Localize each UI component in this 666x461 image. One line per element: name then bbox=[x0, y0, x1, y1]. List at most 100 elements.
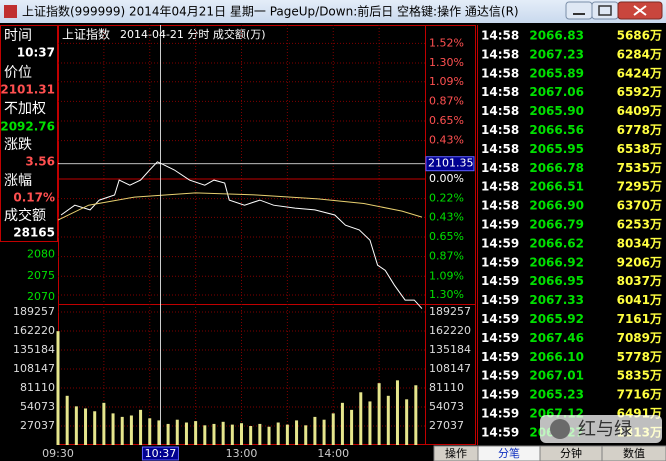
tick-time: 14:59 bbox=[481, 312, 519, 326]
volume-bar bbox=[84, 408, 88, 445]
volume-bar bbox=[359, 392, 363, 445]
chart-title: 上证指数 bbox=[62, 27, 110, 42]
tick-time: 14:58 bbox=[481, 47, 519, 61]
crosshair-y-box bbox=[425, 156, 475, 172]
volume-bar bbox=[295, 420, 299, 445]
volume-bar bbox=[276, 422, 280, 445]
tick-price: 2065.90 bbox=[529, 104, 584, 118]
tick-time: 14:59 bbox=[481, 350, 519, 364]
x-tick-label: 14:00 bbox=[317, 447, 349, 460]
tab-label[interactable]: 分钟 bbox=[560, 446, 582, 460]
volume-bar bbox=[74, 406, 78, 445]
info-label: 涨跌 bbox=[4, 137, 32, 153]
info-label: 时间 bbox=[4, 28, 32, 44]
volume-bar bbox=[93, 411, 97, 445]
crosshair-y-label: 2101.35 bbox=[428, 157, 474, 170]
tick-price: 2065.23 bbox=[529, 388, 584, 402]
title-bar bbox=[0, 0, 666, 23]
volume-bar bbox=[56, 331, 60, 445]
volume-bar bbox=[313, 416, 317, 445]
y-tick-label: 2075 bbox=[27, 269, 55, 282]
x-tick-label: 13:00 bbox=[226, 447, 258, 460]
minimize-button[interactable] bbox=[565, 1, 593, 20]
tick-price: 2066.62 bbox=[529, 236, 584, 250]
volume-bar bbox=[368, 401, 372, 445]
volume-bar bbox=[340, 402, 344, 445]
x-tick-label: 09:30 bbox=[42, 447, 74, 460]
tick-time: 14:59 bbox=[481, 274, 519, 288]
watermark-icon bbox=[550, 419, 570, 439]
volume-bar bbox=[350, 409, 354, 445]
volume-tick-label: 108147 bbox=[13, 362, 55, 375]
volume-tick-label: 108147 bbox=[429, 362, 471, 375]
tick-volume: 6592万 bbox=[617, 85, 662, 99]
info-value: 2092.76 bbox=[0, 120, 55, 134]
y2-tick-label: 1.30% bbox=[429, 56, 464, 69]
volume-tick-label: 27037 bbox=[429, 419, 464, 432]
crosshair-x-box bbox=[141, 446, 179, 461]
tick-time: 14:58 bbox=[481, 199, 519, 213]
tick-price: 2065.92 bbox=[529, 312, 584, 326]
tab-label[interactable]: 数值 bbox=[623, 447, 645, 460]
volume-tick-label: 27037 bbox=[20, 419, 55, 432]
info-value: 28165 bbox=[13, 226, 55, 240]
y2-tick-label: 0.87% bbox=[429, 94, 464, 107]
volume-tick-label: 54073 bbox=[429, 400, 464, 413]
volume-bar bbox=[414, 385, 418, 445]
tick-price: 2066.10 bbox=[529, 350, 584, 364]
info-value: 0.17% bbox=[13, 191, 55, 205]
y-tick-label: 2080 bbox=[27, 248, 55, 261]
close-glyph bbox=[633, 5, 647, 16]
tick-volume: 8034万 bbox=[617, 236, 662, 250]
volume-bar bbox=[148, 418, 152, 445]
tick-volume: 6424万 bbox=[617, 66, 662, 80]
info-label: 不加权 bbox=[4, 101, 46, 117]
volume-bar bbox=[65, 395, 69, 445]
volume-bar bbox=[102, 402, 106, 445]
volume-bar bbox=[111, 413, 115, 445]
info-label: 成交额 bbox=[4, 207, 46, 224]
tab-label[interactable]: 分笔 bbox=[498, 446, 520, 460]
tick-time: 14:59 bbox=[481, 407, 519, 421]
info-panel-frame bbox=[0, 25, 58, 242]
y2-tick-label: 1.52% bbox=[429, 36, 464, 49]
tick-price: 2066.51 bbox=[529, 180, 584, 194]
chart-frame bbox=[58, 25, 476, 445]
tab-label[interactable]: 操作 bbox=[445, 446, 467, 460]
tick-price: 2065.95 bbox=[529, 142, 584, 156]
y2-tick-label: 1.09% bbox=[429, 75, 464, 88]
tick-volume: 6538万 bbox=[617, 142, 662, 156]
volume-bar bbox=[377, 383, 381, 445]
tick-volume: 6778万 bbox=[617, 123, 662, 137]
window-title: 上证指数(999999) 2014年04月21日 星期一 PageUp/Down… bbox=[22, 4, 519, 19]
volume-tick-label: 162220 bbox=[429, 324, 471, 337]
maximize-button[interactable] bbox=[591, 1, 619, 20]
volume-bar bbox=[304, 425, 308, 445]
volume-bar bbox=[175, 419, 179, 445]
volume-tick-label: 189257 bbox=[13, 305, 55, 318]
tick-volume: 5686万 bbox=[617, 29, 662, 43]
tick-volume: 7716万 bbox=[617, 388, 662, 402]
y2-tick-label: 0.43% bbox=[429, 210, 464, 223]
tick-price: 2065.89 bbox=[529, 66, 584, 80]
watermark-text: 红与绿 bbox=[578, 419, 632, 440]
tick-volume: 5835万 bbox=[617, 369, 662, 383]
tick-time: 14:59 bbox=[481, 425, 519, 439]
tick-volume: 6041万 bbox=[617, 293, 662, 307]
tick-price: 2066.92 bbox=[529, 255, 584, 269]
volume-bar bbox=[267, 426, 271, 445]
tab[interactable] bbox=[601, 445, 666, 461]
watermark-backdrop bbox=[540, 415, 662, 443]
volume-tick-label: 162220 bbox=[13, 324, 55, 337]
y2-tick-label: 0.22% bbox=[429, 192, 464, 205]
volume-bar bbox=[331, 413, 335, 445]
tick-price: 2066.90 bbox=[529, 199, 584, 213]
info-value: 3.56 bbox=[25, 155, 55, 169]
tick-time: 14:58 bbox=[481, 142, 519, 156]
volume-bar bbox=[139, 409, 143, 445]
tick-price: 2066.79 bbox=[529, 218, 584, 232]
volume-bar bbox=[258, 423, 262, 445]
tick-time: 14:59 bbox=[481, 218, 519, 232]
y2-tick-label: 0.65% bbox=[429, 114, 464, 127]
